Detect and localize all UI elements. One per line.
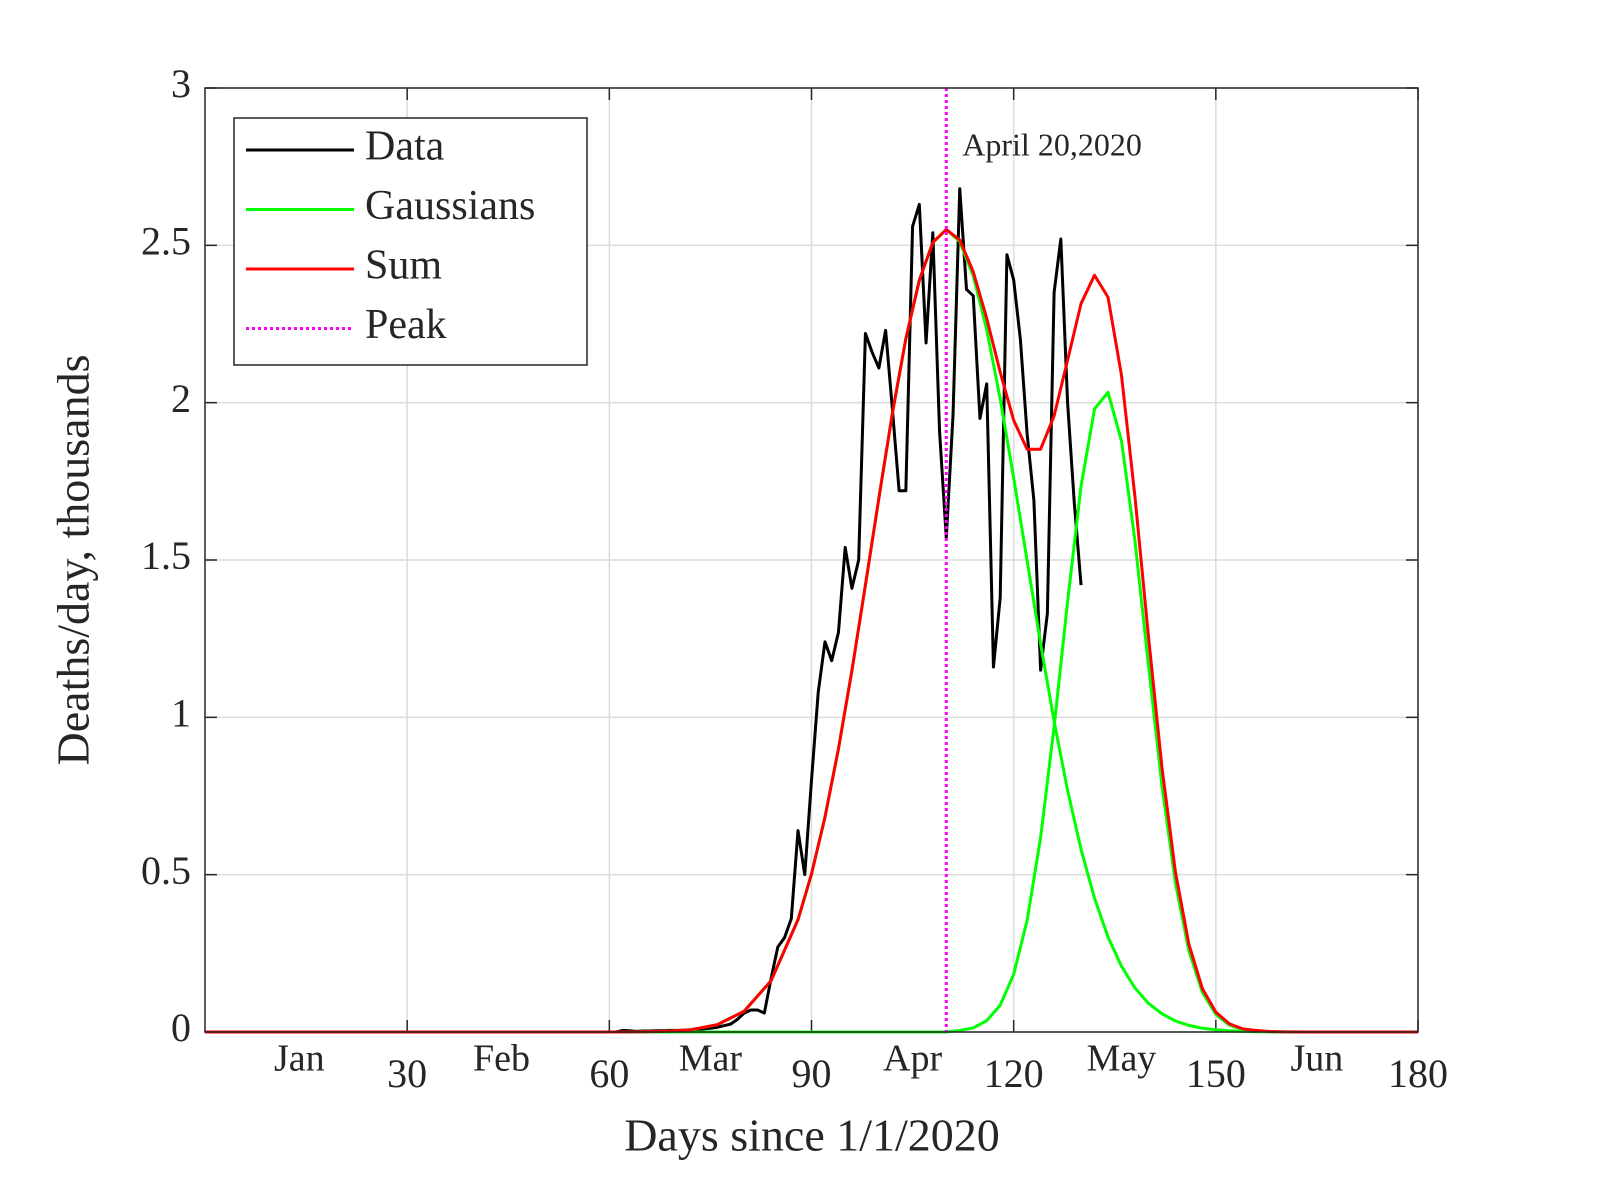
y-tick-label: 1 bbox=[171, 691, 191, 736]
y-tick-label: 0 bbox=[171, 1005, 191, 1050]
marks bbox=[205, 88, 1418, 1034]
x-axis-label: Days since 1/1/2020 bbox=[624, 1110, 1000, 1161]
series-line bbox=[205, 228, 1418, 1034]
legend-label: Data bbox=[365, 124, 445, 170]
y-tick-label: 0.5 bbox=[141, 848, 191, 893]
y-axis-label: Deaths/day, thousands bbox=[48, 355, 99, 766]
y-tick-label: 2.5 bbox=[141, 219, 191, 264]
month-label: Jan bbox=[274, 1038, 325, 1080]
month-label: Mar bbox=[679, 1038, 743, 1080]
axes-box bbox=[204, 87, 1419, 1033]
x-tick-label: 90 bbox=[792, 1051, 832, 1096]
y-tick-label: 1.5 bbox=[141, 533, 191, 578]
x-tick-label: 150 bbox=[1186, 1051, 1246, 1096]
labels: 0 0.5 1 1.5 2 2.5 3 30 60 90 120 150 180 Jan Feb Mar Apr… bbox=[141, 61, 1448, 1096]
month-label: May bbox=[1087, 1038, 1157, 1080]
x-tick-label: 30 bbox=[387, 1051, 427, 1096]
y-tick-label: 3 bbox=[171, 61, 191, 106]
month-label: Apr bbox=[883, 1038, 942, 1080]
peak-annotation: April 20,2020 bbox=[962, 126, 1142, 162]
legend-box bbox=[233, 117, 588, 366]
month-label: Feb bbox=[473, 1038, 530, 1080]
month-label: Jun bbox=[1291, 1038, 1344, 1080]
legend-label: Peak bbox=[365, 302, 447, 348]
x-tick-label: 60 bbox=[589, 1051, 629, 1096]
x-tick-label: 120 bbox=[984, 1051, 1044, 1096]
y-tick-label: 2 bbox=[171, 376, 191, 421]
legend-label: Sum bbox=[365, 243, 442, 289]
legend-label: Gaussians bbox=[365, 183, 535, 229]
x-tick-label: 180 bbox=[1388, 1051, 1448, 1096]
legend: Data Gaussians Sum Peak bbox=[233, 117, 588, 366]
